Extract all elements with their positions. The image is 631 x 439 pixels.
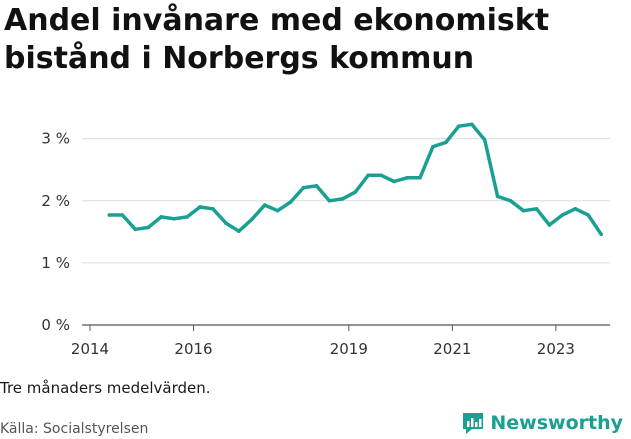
bar-chart-logo-icon (463, 413, 484, 434)
chart-title: Andel invånare med ekonomiskt bistånd i … (4, 3, 550, 76)
x-axis: 2014 2016 2019 2021 2023 (71, 325, 575, 358)
data-point (327, 198, 332, 203)
data-point (275, 208, 280, 213)
x-tick-label: 2014 (71, 340, 109, 358)
data-point (340, 197, 345, 201)
data-point (237, 229, 241, 233)
data-point (146, 225, 151, 230)
data-point (405, 175, 409, 180)
data-point (547, 223, 552, 227)
chart-note: Tre månaders medelvärden. (0, 379, 211, 397)
data-point (366, 173, 371, 178)
data-point (301, 185, 306, 190)
data-point (107, 213, 112, 217)
data-point (314, 184, 319, 188)
series-layer (107, 122, 603, 237)
data-point (172, 216, 176, 221)
data-point (586, 213, 591, 217)
data-point (353, 190, 358, 194)
gridlines (82, 138, 610, 326)
y-tick-label: 1 % (41, 254, 70, 272)
x-tick-label: 2016 (174, 340, 212, 358)
brand-logo: Newsworthy (460, 408, 623, 438)
data-point (159, 215, 163, 219)
data-point (508, 198, 513, 203)
data-point (249, 217, 254, 222)
data-point (288, 200, 293, 204)
brand-name: Newsworthy (490, 412, 623, 434)
data-point (495, 194, 500, 199)
data-point (262, 203, 267, 207)
data-point (431, 144, 435, 149)
data-point (560, 213, 565, 217)
x-tick-label: 2021 (433, 340, 471, 358)
data-point (457, 124, 461, 129)
data-point (573, 207, 578, 211)
x-tick-label: 2019 (330, 340, 368, 358)
y-tick-label: 2 % (41, 192, 70, 210)
y-tick-label: 3 % (41, 130, 70, 148)
data-point (482, 138, 487, 142)
data-point (198, 205, 202, 209)
y-tick-label: 0 % (41, 316, 70, 334)
data-point (469, 122, 474, 127)
data-point (521, 208, 526, 213)
data-point (133, 227, 138, 232)
data-point (392, 179, 396, 184)
data-point (534, 207, 539, 211)
data-point (599, 232, 603, 237)
line-chart: 0 % 1 % 2 % 3 % 2014 2016 2019 2021 2023 (41, 122, 610, 358)
series-line (107, 122, 603, 237)
data-point (418, 175, 422, 180)
data-point (444, 140, 448, 145)
y-axis-ticks: 0 % 1 % 2 % 3 % (41, 130, 70, 334)
data-point (120, 213, 125, 217)
data-point (211, 207, 215, 211)
data-point (379, 173, 383, 178)
x-tick-label: 2023 (537, 340, 575, 358)
source-text: Källa: Socialstyrelsen (0, 421, 149, 437)
data-point (224, 221, 228, 225)
data-point (185, 215, 189, 219)
